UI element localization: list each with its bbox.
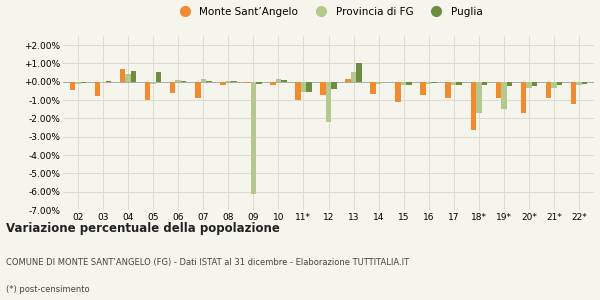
Bar bbox=[270, 82, 275, 85]
Bar bbox=[275, 79, 281, 82]
Bar bbox=[532, 82, 537, 86]
Bar bbox=[582, 82, 587, 84]
Bar bbox=[571, 82, 576, 104]
Bar bbox=[256, 82, 262, 84]
Bar bbox=[421, 82, 426, 94]
Bar bbox=[406, 82, 412, 85]
Bar bbox=[506, 82, 512, 86]
Bar bbox=[295, 82, 301, 100]
Bar bbox=[356, 64, 362, 82]
Bar bbox=[426, 82, 431, 84]
Text: COMUNE DI MONTE SANT’ANGELO (FG) - Dati ISTAT al 31 dicembre - Elaborazione TUTT: COMUNE DI MONTE SANT’ANGELO (FG) - Dati … bbox=[6, 258, 409, 267]
Bar bbox=[81, 82, 86, 83]
Bar bbox=[320, 82, 326, 94]
Bar bbox=[451, 82, 457, 85]
Bar bbox=[75, 82, 81, 84]
Bar bbox=[206, 81, 212, 82]
Bar bbox=[170, 82, 175, 93]
Bar bbox=[175, 80, 181, 82]
Bar bbox=[181, 81, 187, 82]
Bar bbox=[251, 82, 256, 194]
Bar bbox=[576, 82, 582, 85]
Text: Variazione percentuale della popolazione: Variazione percentuale della popolazione bbox=[6, 222, 280, 235]
Bar bbox=[331, 82, 337, 89]
Bar bbox=[195, 82, 200, 98]
Bar bbox=[100, 82, 106, 83]
Bar bbox=[95, 82, 100, 96]
Bar bbox=[326, 82, 331, 122]
Bar bbox=[526, 82, 532, 88]
Bar bbox=[226, 81, 231, 82]
Bar bbox=[557, 82, 562, 85]
Bar bbox=[306, 82, 312, 92]
Bar bbox=[145, 82, 151, 100]
Bar bbox=[395, 82, 401, 102]
Bar bbox=[496, 82, 501, 98]
Bar bbox=[301, 82, 306, 92]
Bar bbox=[545, 82, 551, 98]
Legend: Monte Sant’Angelo, Provincia di FG, Puglia: Monte Sant’Angelo, Provincia di FG, Pugl… bbox=[170, 3, 487, 21]
Bar bbox=[220, 82, 226, 85]
Bar bbox=[345, 79, 351, 82]
Bar bbox=[351, 72, 356, 82]
Bar bbox=[281, 80, 287, 82]
Bar bbox=[445, 82, 451, 98]
Text: (*) post-censimento: (*) post-censimento bbox=[6, 285, 89, 294]
Bar bbox=[401, 82, 406, 85]
Bar bbox=[200, 79, 206, 82]
Bar bbox=[431, 82, 437, 83]
Bar bbox=[106, 81, 112, 82]
Bar bbox=[245, 82, 251, 83]
Bar bbox=[376, 82, 382, 84]
Bar bbox=[521, 82, 526, 113]
Bar bbox=[231, 81, 236, 82]
Bar bbox=[131, 71, 136, 82]
Bar bbox=[482, 82, 487, 85]
Bar bbox=[125, 74, 131, 82]
Bar bbox=[476, 82, 482, 113]
Bar bbox=[70, 82, 75, 90]
Bar bbox=[156, 72, 161, 82]
Bar bbox=[151, 82, 156, 84]
Bar bbox=[501, 82, 506, 109]
Bar bbox=[470, 82, 476, 130]
Bar bbox=[551, 82, 557, 88]
Bar bbox=[120, 69, 125, 82]
Bar bbox=[370, 82, 376, 94]
Bar bbox=[457, 82, 462, 85]
